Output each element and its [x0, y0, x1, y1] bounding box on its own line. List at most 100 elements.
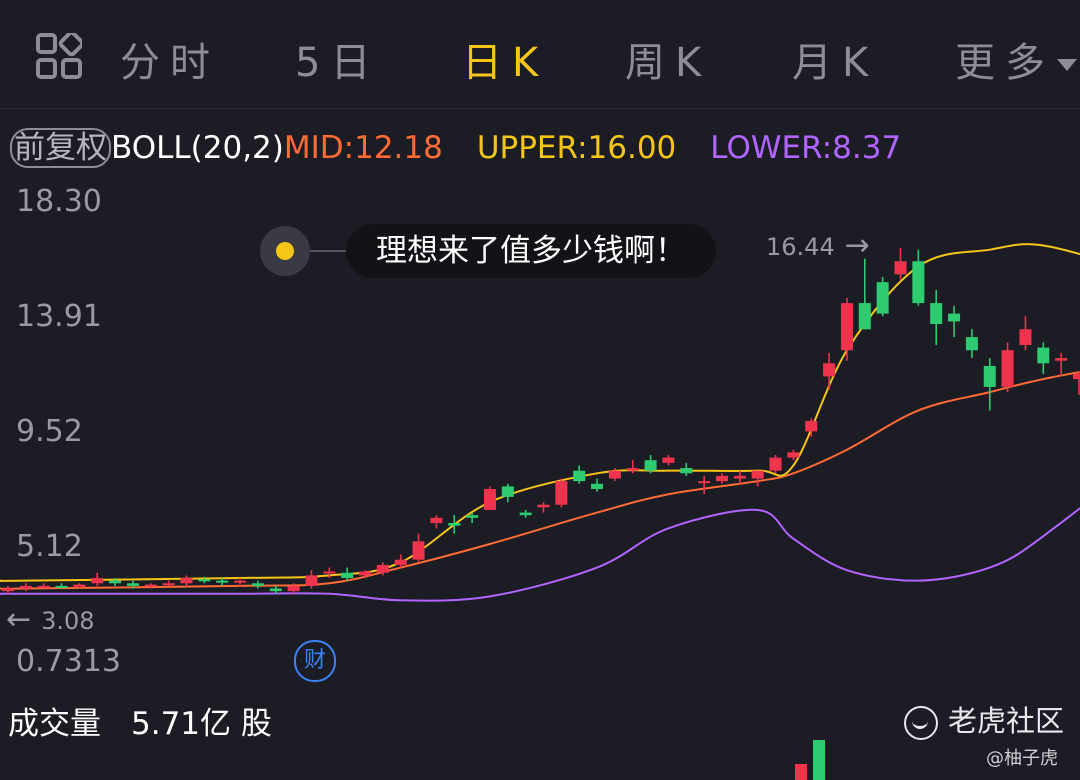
- candle-body: [216, 580, 229, 583]
- candle: [448, 515, 461, 534]
- caret-down-icon: [1057, 59, 1077, 71]
- candle-body: [198, 579, 211, 582]
- candle: [626, 460, 639, 474]
- brand-logo: 老虎社区: [904, 698, 1064, 740]
- candle: [234, 578, 247, 586]
- y-axis-label: 0.7313: [16, 644, 121, 679]
- candle-body: [591, 483, 604, 490]
- candle: [1001, 342, 1014, 393]
- adjust-toggle[interactable]: 前复权: [10, 128, 111, 168]
- candle: [644, 454, 657, 474]
- candle-body: [608, 470, 621, 479]
- tab-intraday[interactable]: 分时: [120, 40, 220, 86]
- period-tab-bar: 分时 5日 日K 周K 月K 更多: [0, 0, 1080, 109]
- candle-body: [930, 303, 943, 325]
- indicator-name[interactable]: BOLL(20,2): [111, 130, 284, 166]
- candle: [144, 583, 157, 589]
- candle: [912, 249, 925, 306]
- candle: [805, 418, 818, 437]
- candle: [555, 478, 568, 508]
- candle-body: [2, 588, 14, 592]
- candle: [323, 567, 336, 579]
- candle-body: [965, 337, 978, 351]
- marker-dot-icon: [276, 242, 294, 260]
- grid-menu-icon[interactable]: [36, 33, 82, 79]
- candle: [680, 462, 693, 476]
- tab-more[interactable]: 更多: [955, 30, 1077, 88]
- candle-body: [840, 303, 853, 351]
- candle: [73, 583, 86, 589]
- candle-body: [323, 571, 336, 574]
- candle-body: [680, 468, 693, 474]
- candle-body: [448, 523, 461, 526]
- candle: [359, 570, 371, 579]
- annotation-bubble[interactable]: 理想来了值多少钱啊！: [346, 224, 716, 278]
- tab-weekly-k[interactable]: 周K: [625, 40, 712, 86]
- candle: [662, 454, 675, 466]
- annotation-marker[interactable]: [260, 226, 310, 276]
- candle: [930, 290, 943, 346]
- candle-body: [555, 481, 568, 505]
- candle-body: [537, 504, 550, 508]
- candle: [1055, 352, 1068, 377]
- candle-body: [1019, 329, 1032, 346]
- annotation-connector: [310, 250, 346, 252]
- candle-body: [305, 575, 318, 586]
- candle-body: [698, 481, 711, 484]
- candle: [1019, 316, 1032, 351]
- candle-body: [662, 457, 675, 463]
- candle-body: [269, 588, 282, 592]
- candle: [501, 483, 514, 503]
- candle: [751, 470, 764, 487]
- volume-label: 成交量: [8, 706, 101, 742]
- brand-name: 老虎社区: [948, 704, 1065, 738]
- candle: [305, 570, 318, 589]
- candlestick-chart[interactable]: [0, 180, 1080, 650]
- candle-body: [751, 470, 764, 479]
- candle-body: [19, 585, 32, 589]
- candle: [126, 580, 139, 589]
- volume-value: 5.71亿 股: [131, 706, 272, 742]
- candle: [840, 297, 853, 361]
- candle-body: [341, 572, 354, 579]
- candle: [287, 583, 300, 594]
- candle-body: [412, 541, 425, 560]
- candle: [483, 486, 496, 510]
- tab-daily-k[interactable]: 日K: [462, 40, 549, 86]
- high-price-value: 16.44: [766, 233, 835, 261]
- candle-body: [769, 457, 782, 471]
- comment-annotation[interactable]: 理想来了值多少钱啊！: [260, 224, 760, 280]
- candle-body: [716, 475, 728, 482]
- candle-body: [144, 584, 157, 587]
- candle: [591, 478, 604, 492]
- candle: [965, 329, 978, 359]
- candle: [37, 583, 50, 589]
- candle: [573, 465, 586, 484]
- candle-body: [394, 559, 407, 565]
- candle-body: [91, 578, 104, 584]
- candle-body: [483, 489, 496, 510]
- candle-body: [234, 580, 247, 583]
- y-axis-label: 5.12: [16, 529, 83, 564]
- candle-body: [876, 282, 889, 314]
- candle-body: [787, 452, 800, 458]
- candle-body: [359, 571, 371, 576]
- volume-row: 成交量 5.71亿 股: [8, 698, 272, 743]
- candle-body: [466, 515, 479, 518]
- candle: [608, 468, 621, 482]
- tab-5day[interactable]: 5日: [295, 40, 381, 86]
- y-axis-label: 13.91: [16, 299, 102, 334]
- candle-body: [948, 313, 961, 322]
- candle-body: [162, 583, 175, 586]
- candle-body: [1001, 350, 1014, 387]
- candle: [198, 576, 211, 584]
- financial-report-badge[interactable]: 财: [294, 640, 336, 682]
- candle: [858, 258, 871, 330]
- candle: [876, 276, 889, 317]
- candle-body: [733, 475, 746, 479]
- tab-more-label: 更多: [955, 40, 1055, 86]
- candle-body: [73, 584, 86, 588]
- tab-monthly-k[interactable]: 月K: [792, 40, 879, 86]
- candle-body: [858, 303, 871, 330]
- candle: [269, 585, 282, 594]
